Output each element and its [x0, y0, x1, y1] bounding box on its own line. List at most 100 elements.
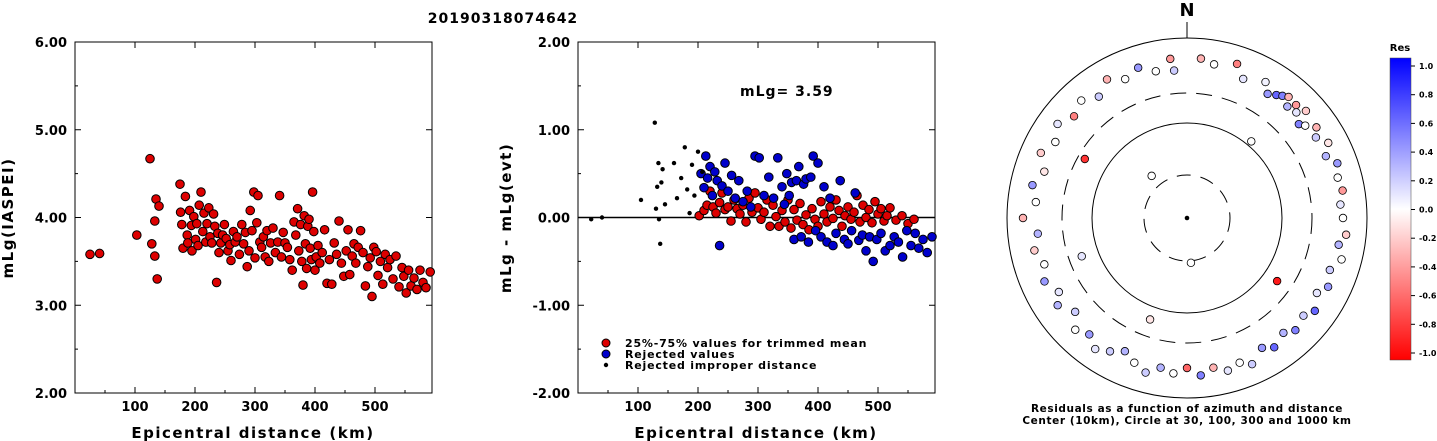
data-point — [150, 251, 160, 261]
caption-line-1: Residuals as a function of azimuth and d… — [1031, 403, 1343, 415]
data-point — [401, 288, 412, 298]
caption-line-2: Center (10km), Circle at 30, 100, 300 an… — [1022, 415, 1351, 427]
rejected-point — [734, 175, 744, 186]
rejected-point — [902, 225, 912, 236]
rejected-point — [720, 158, 730, 168]
trimmed-mean-point — [876, 203, 886, 214]
data-point — [425, 267, 436, 277]
improper-distance-point — [700, 169, 705, 175]
rejected-point — [831, 228, 841, 239]
data-point — [298, 280, 308, 290]
data-point — [274, 190, 285, 201]
station-residual — [1263, 89, 1272, 99]
data-point — [394, 282, 404, 292]
trimmed-mean-point — [885, 203, 895, 213]
station-residual — [1238, 74, 1248, 84]
station-residual — [1033, 229, 1043, 238]
station-residual — [1196, 54, 1206, 63]
data-point — [297, 256, 307, 267]
improper-distance-point — [687, 210, 692, 216]
trimmed-mean-point — [789, 204, 799, 215]
station-residual — [1102, 75, 1112, 84]
colorbar-tick-label: 0.4 — [1419, 148, 1434, 157]
y-tick-label: 5.00 — [35, 124, 67, 139]
data-point — [192, 218, 202, 229]
trimmed-mean-point — [816, 196, 826, 207]
rejected-point — [782, 168, 792, 179]
trimmed-mean-point — [759, 207, 769, 218]
data-point — [207, 238, 217, 248]
legend: 25%-75% values for trimmed meanRejected … — [601, 337, 866, 372]
station-residual — [1325, 265, 1335, 275]
x-tick-label: 200 — [181, 400, 208, 415]
station-residual — [1133, 63, 1143, 72]
rejected-point — [906, 240, 916, 251]
rejected-point — [784, 190, 795, 201]
colorbar-tick-label: -0.8 — [1419, 320, 1437, 329]
station-residual — [1156, 363, 1165, 372]
data-point — [403, 265, 414, 275]
data-point — [365, 253, 376, 263]
rejected-point — [738, 196, 748, 207]
station-residual — [1257, 343, 1267, 353]
rejected-point — [843, 239, 853, 249]
station-residual — [1040, 260, 1049, 269]
data-point — [232, 232, 242, 242]
data-point — [132, 230, 142, 240]
rejected-point — [768, 193, 779, 203]
data-point — [375, 256, 386, 267]
legend-label: Rejected improper distance — [625, 359, 817, 372]
rejected-point — [702, 173, 713, 183]
station-residual — [1031, 197, 1041, 207]
y-tick-label: 6.00 — [35, 36, 67, 51]
colorbar-tick-label: 0.0 — [1419, 206, 1434, 215]
data-point — [85, 249, 95, 260]
x-tick-label: 300 — [241, 400, 268, 415]
trimmed-mean-point — [726, 216, 736, 226]
x-tick-label: 300 — [744, 400, 771, 415]
trimmed-mean-point — [741, 217, 751, 227]
y-tick-label: 4.00 — [35, 212, 67, 227]
rejected-point — [796, 232, 807, 242]
y-tick-label: 2.00 — [538, 36, 570, 51]
station-residual — [1145, 315, 1155, 324]
data-point — [238, 239, 249, 249]
data-point — [256, 242, 267, 253]
rejected-point — [777, 181, 787, 192]
station-residual — [1334, 240, 1343, 249]
legend-marker — [601, 338, 611, 348]
rejected-point — [710, 167, 720, 177]
improper-distance-point — [659, 180, 664, 185]
x-tick-label: 500 — [864, 400, 891, 415]
ring-1000km — [1006, 37, 1368, 399]
data-point — [391, 251, 401, 261]
data-point — [358, 247, 368, 258]
rejected-point — [893, 237, 904, 247]
station-residual — [1051, 137, 1060, 147]
data-point — [198, 226, 208, 237]
data-point — [253, 190, 263, 201]
colorbar-title: Res — [1390, 43, 1410, 54]
station-residual — [1166, 54, 1175, 64]
plot-frame — [74, 41, 433, 394]
station-residual — [1094, 92, 1104, 101]
improper-distance-point — [692, 193, 697, 198]
station-residual — [1169, 66, 1179, 75]
ring-100km — [1091, 122, 1283, 314]
data-point — [355, 225, 366, 236]
y-tick-label: 1.00 — [538, 124, 570, 139]
station-residual — [1077, 96, 1086, 105]
station-residual — [1120, 74, 1130, 84]
trimmed-mean-point — [837, 221, 847, 232]
center-point — [1184, 215, 1190, 221]
trimmed-mean-point — [870, 196, 880, 207]
improper-distance-point — [679, 175, 684, 181]
station-residual — [1223, 366, 1233, 375]
improper-distance-point — [695, 149, 701, 154]
improper-distance-point — [674, 195, 680, 201]
colorbar-tick-label: -0.6 — [1419, 292, 1437, 301]
rejected-point — [773, 153, 783, 163]
rejected-point — [810, 225, 821, 236]
improper-distance-point — [599, 215, 605, 220]
